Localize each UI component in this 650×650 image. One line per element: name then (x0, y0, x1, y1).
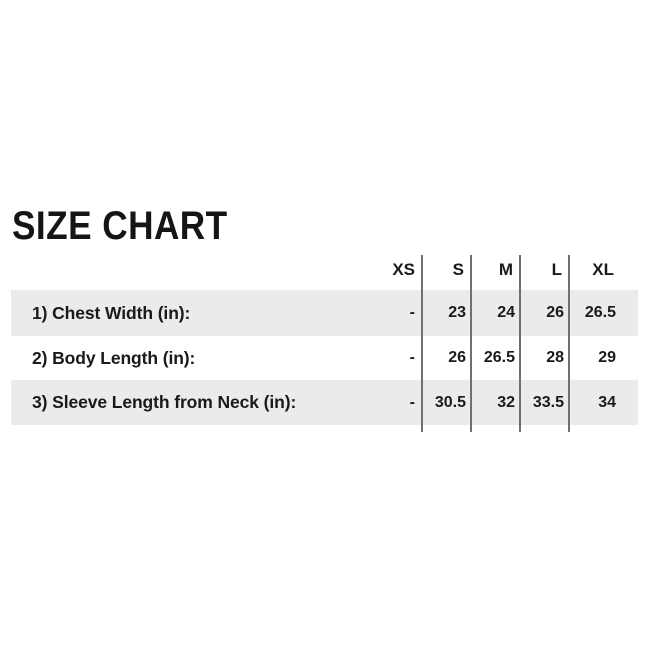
size-table: XS S M L XL 1) Chest Width (in): - 23 24… (11, 255, 638, 433)
column-header-l: L (551, 260, 562, 279)
column-header-xl: XL (592, 260, 614, 279)
column-divider-2 (470, 255, 472, 432)
cell-chest-width-m: 24 (497, 304, 515, 321)
row-band-3 (11, 380, 638, 425)
cell-body-length-xs: - (409, 349, 415, 366)
row-label-body-length: 2) Body Length (in): (32, 348, 196, 368)
cell-sleeve-length-s: 30.5 (434, 394, 466, 411)
cell-sleeve-length-xl: 34 (598, 394, 616, 411)
cell-sleeve-length-l: 33.5 (532, 394, 564, 411)
cell-chest-width-s: 23 (448, 304, 466, 321)
row-label-sleeve-length: 3) Sleeve Length from Neck (in): (32, 392, 297, 412)
column-header-xs: XS (392, 260, 415, 279)
cell-chest-width-xl: 26.5 (584, 304, 616, 321)
row-band-1 (11, 290, 638, 336)
cell-body-length-l: 28 (546, 349, 564, 366)
cell-sleeve-length-xs: - (409, 394, 415, 411)
page-title: SIZE CHART (12, 204, 228, 248)
cell-body-length-s: 26 (448, 349, 466, 366)
column-header-m: M (498, 260, 513, 279)
cell-body-length-m: 26.5 (483, 349, 515, 366)
cell-body-length-xl: 29 (598, 349, 616, 366)
cell-chest-width-xs: - (409, 304, 415, 321)
column-header-s: S (452, 260, 464, 279)
column-divider-1 (421, 255, 423, 432)
column-divider-3 (519, 255, 521, 432)
row-label-chest-width: 1) Chest Width (in): (32, 303, 191, 323)
column-divider-4 (568, 255, 570, 432)
cell-chest-width-l: 26 (546, 304, 564, 321)
cell-sleeve-length-m: 32 (497, 394, 515, 411)
row-band-2 (11, 336, 638, 380)
